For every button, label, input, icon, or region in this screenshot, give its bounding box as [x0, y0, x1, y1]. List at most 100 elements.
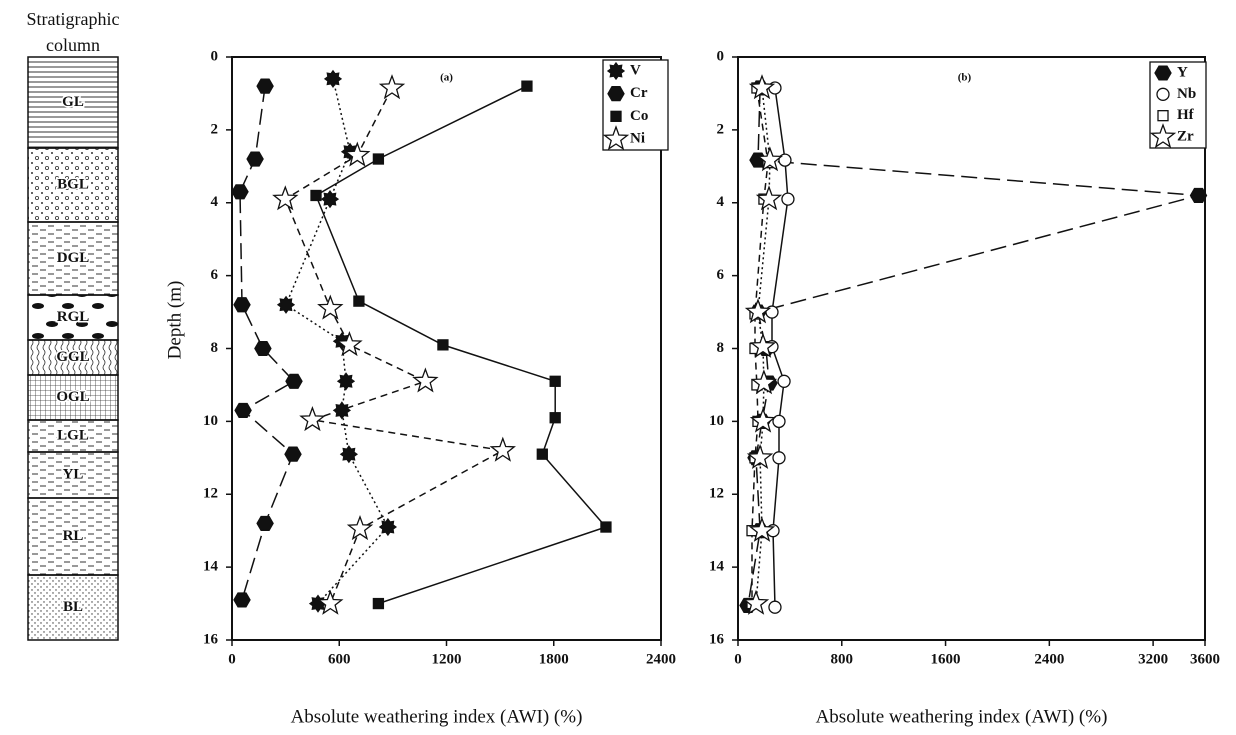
marker: [772, 451, 786, 465]
layer-fill: [27, 574, 119, 641]
y-axis-label: Depth (m): [164, 281, 185, 360]
layer-label: OGL: [56, 389, 89, 405]
y-tick-label: 0: [211, 48, 219, 64]
marker: [521, 80, 533, 92]
legend-label: Nb: [1177, 86, 1196, 102]
marker: [749, 407, 777, 433]
layer-fill: [27, 374, 119, 421]
x-tick-label: 1200: [432, 651, 462, 667]
layer-label: LGL: [57, 427, 89, 443]
marker: [372, 597, 385, 610]
legend-label: Y: [1177, 64, 1188, 80]
series-line: [747, 87, 1199, 606]
legend-label: Cr: [630, 85, 648, 101]
marker: [276, 295, 296, 314]
marker: [372, 153, 385, 165]
plot-frame: [737, 56, 1206, 641]
layer-label: GGL: [56, 349, 89, 365]
marker: [549, 412, 561, 424]
legend-marker: [602, 125, 630, 151]
layer-fill: [27, 56, 119, 149]
y-tick-label: 12: [709, 486, 724, 502]
marker: [1189, 187, 1208, 204]
x-tick-label: 3200: [1138, 651, 1168, 667]
marker: [323, 69, 343, 89]
legend-marker: [607, 86, 625, 102]
y-tick-label: 4: [211, 194, 219, 210]
series-line: [284, 87, 506, 604]
marker: [336, 372, 356, 391]
legend-label: Ni: [630, 130, 645, 146]
marker: [748, 516, 776, 542]
marker: [536, 448, 548, 460]
layer-label: GL: [62, 94, 84, 110]
y-tick-label: 10: [709, 413, 724, 429]
marker: [272, 185, 299, 211]
legend-marker: [1154, 65, 1172, 81]
legend-label: V: [630, 62, 641, 78]
x-tick-label: 2400: [1034, 651, 1064, 667]
layer-fill: [27, 147, 119, 223]
marker: [246, 151, 264, 167]
x-tick-label: 600: [328, 651, 351, 667]
layer-fill: [27, 497, 119, 576]
marker: [750, 369, 778, 395]
marker: [781, 192, 795, 206]
layer-label: BL: [63, 599, 83, 615]
series-line: [771, 87, 789, 608]
y-tick-label: 12: [203, 486, 218, 502]
marker: [285, 373, 303, 389]
series-line: [285, 78, 389, 605]
marker: [742, 589, 770, 615]
marker: [231, 184, 249, 200]
marker: [284, 446, 302, 462]
y-tick-label: 2: [211, 121, 219, 137]
marker: [489, 436, 516, 462]
y-tick-label: 10: [203, 413, 218, 429]
marker: [748, 74, 776, 100]
y-tick-label: 16: [203, 631, 219, 647]
marker: [749, 332, 777, 358]
marker: [336, 331, 363, 357]
marker: [317, 294, 344, 320]
marker: [746, 443, 774, 470]
series-line: [315, 85, 608, 605]
marker: [320, 189, 340, 209]
marker: [346, 515, 374, 541]
x-tick-label: 1600: [931, 651, 961, 667]
panel-title: (a): [440, 72, 453, 84]
marker: [310, 189, 322, 202]
marker: [744, 298, 772, 324]
marker: [233, 297, 251, 313]
stratigraphic-column: GL BGL DGL RGL GGL OGL LGL YL RL BL: [27, 56, 119, 641]
marker: [549, 375, 561, 387]
y-tick-label: 16: [709, 631, 725, 647]
marker: [437, 339, 449, 351]
legend-label: Hf: [1177, 107, 1195, 123]
layer-fill: [27, 294, 119, 341]
x-tick-label: 0: [228, 651, 236, 667]
legend-marker: [1157, 110, 1169, 122]
panel-title: (b): [958, 72, 972, 84]
x-tick-label: 800: [831, 651, 854, 667]
marker: [778, 153, 792, 167]
layer-label: DGL: [57, 250, 90, 266]
layer-label: RL: [63, 528, 84, 544]
marker: [256, 515, 274, 531]
marker: [299, 406, 326, 432]
x-tick-label: 3600: [1190, 651, 1220, 667]
layer-fill: [27, 221, 119, 296]
legend-label: Zr: [1177, 128, 1194, 144]
marker: [353, 295, 365, 307]
y-tick-label: 8: [717, 340, 725, 356]
layer-label: BGL: [57, 176, 89, 192]
legend-marker: [1149, 123, 1177, 149]
marker: [772, 414, 786, 429]
legend-marker: [606, 61, 626, 81]
legend-marker: [1156, 87, 1170, 101]
marker: [378, 517, 398, 537]
y-tick-label: 6: [211, 267, 219, 283]
marker: [344, 141, 371, 167]
